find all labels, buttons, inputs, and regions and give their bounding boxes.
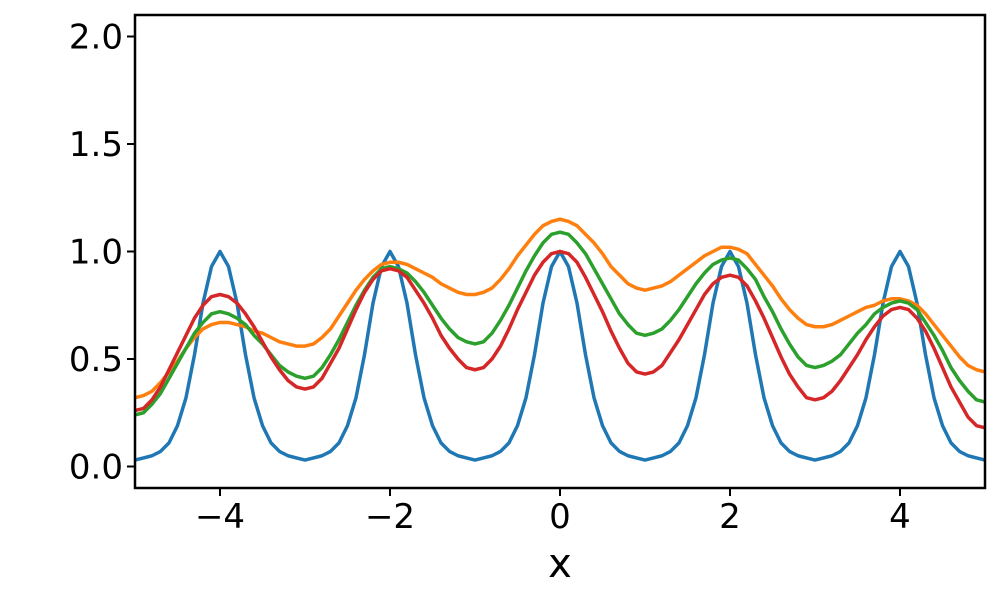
y-tick-label: 0.0	[69, 448, 123, 488]
data-line	[135, 217, 985, 400]
x-axis-label: x	[548, 541, 572, 587]
x-tick-label: −2	[365, 497, 415, 537]
plot-area	[135, 217, 985, 462]
y-tick-label: 1.5	[69, 125, 123, 165]
data-line	[135, 249, 985, 430]
x-tick-label: 2	[719, 497, 741, 537]
x-tick-label: 4	[889, 497, 911, 537]
y-tick-label: 2.0	[69, 18, 123, 58]
y-tick-label: 1.0	[69, 233, 123, 273]
x-tick-label: −4	[195, 497, 245, 537]
x-tick-label: 0	[549, 497, 571, 537]
y-tick-label: 0.5	[69, 340, 123, 380]
data-line	[135, 230, 985, 417]
